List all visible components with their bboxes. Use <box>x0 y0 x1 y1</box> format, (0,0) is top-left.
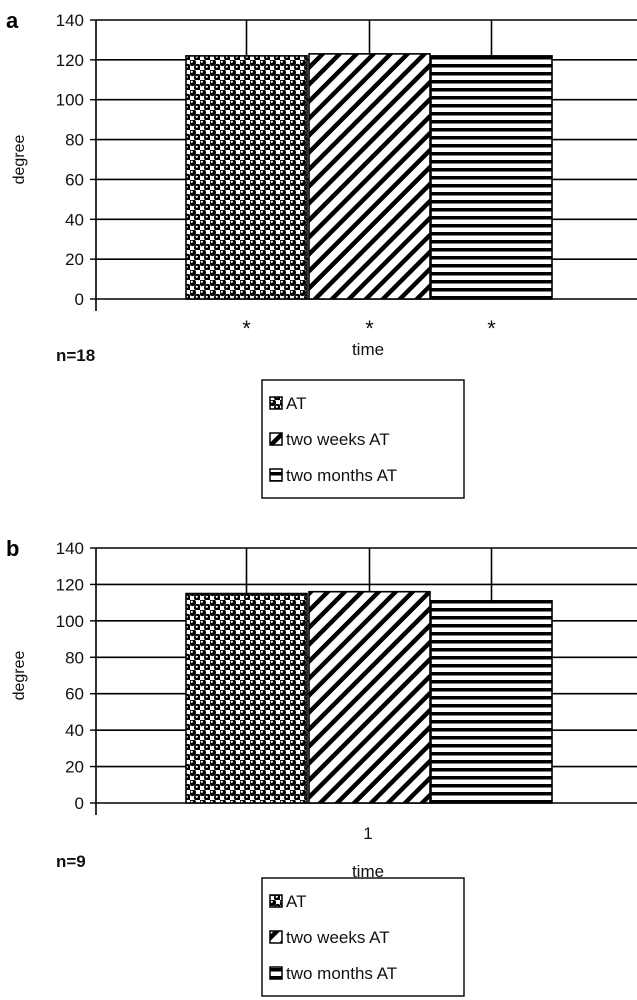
legend-label: two weeks AT <box>286 928 390 947</box>
y-tick-label: 80 <box>65 648 84 667</box>
bar-two-months-at <box>430 55 553 300</box>
significance-star: * <box>242 316 251 341</box>
y-tick-label: 80 <box>65 131 84 150</box>
y-tick-label: 60 <box>65 170 84 189</box>
legend-label: AT <box>286 394 306 413</box>
legend-swatch-horizontal <box>269 468 283 482</box>
significance-star: * <box>365 316 374 341</box>
panel-label: b <box>6 536 19 561</box>
y-tick-label: 0 <box>75 794 84 813</box>
y-tick-label: 40 <box>65 721 84 740</box>
bar-at <box>185 592 308 804</box>
legend-box <box>261 379 465 499</box>
x-axis-label: time <box>352 340 384 359</box>
y-tick-label: 100 <box>56 612 84 631</box>
y-tick-label: 20 <box>65 250 84 269</box>
sample-size-label: n=18 <box>56 346 95 365</box>
bar-two-months-at <box>430 600 553 804</box>
chart-panel-b: b 0 20 40 60 80 100 120 140 degree 1 time n=9 AT two w… <box>6 536 637 997</box>
y-tick-label: 0 <box>75 290 84 309</box>
bar-two-weeks-at <box>308 590 431 804</box>
x-tick-label: 1 <box>363 824 372 843</box>
bar-two-weeks-at <box>308 53 431 300</box>
sample-size-label: n=9 <box>56 852 86 871</box>
legend-swatch-diagonal <box>269 432 283 446</box>
x-axis-label: time <box>352 862 384 881</box>
bar-at <box>185 55 308 300</box>
y-tick-label: 140 <box>56 539 84 558</box>
legend-label: AT <box>286 892 306 911</box>
legend-label: two weeks AT <box>286 430 390 449</box>
y-tick-label: 40 <box>65 210 84 229</box>
legend-label: two months AT <box>286 466 397 485</box>
legend-swatch-diagonal <box>269 930 283 944</box>
significance-star: * <box>487 316 496 341</box>
y-tick-label: 140 <box>56 11 84 30</box>
legend-box <box>261 877 465 997</box>
y-tick-label: 20 <box>65 758 84 777</box>
y-tick-label: 60 <box>65 685 84 704</box>
legend-swatch-horizontal <box>269 966 283 980</box>
panel-label: a <box>6 8 19 33</box>
y-axis-label: degree <box>11 134 28 184</box>
y-tick-label: 120 <box>56 575 84 594</box>
y-axis-label: degree <box>11 650 28 700</box>
legend-label: two months AT <box>286 964 397 983</box>
y-tick-label: 100 <box>56 91 84 110</box>
y-tick-label: 120 <box>56 51 84 70</box>
legend-swatch-dots <box>269 894 283 908</box>
legend-swatch-dots <box>269 396 283 410</box>
